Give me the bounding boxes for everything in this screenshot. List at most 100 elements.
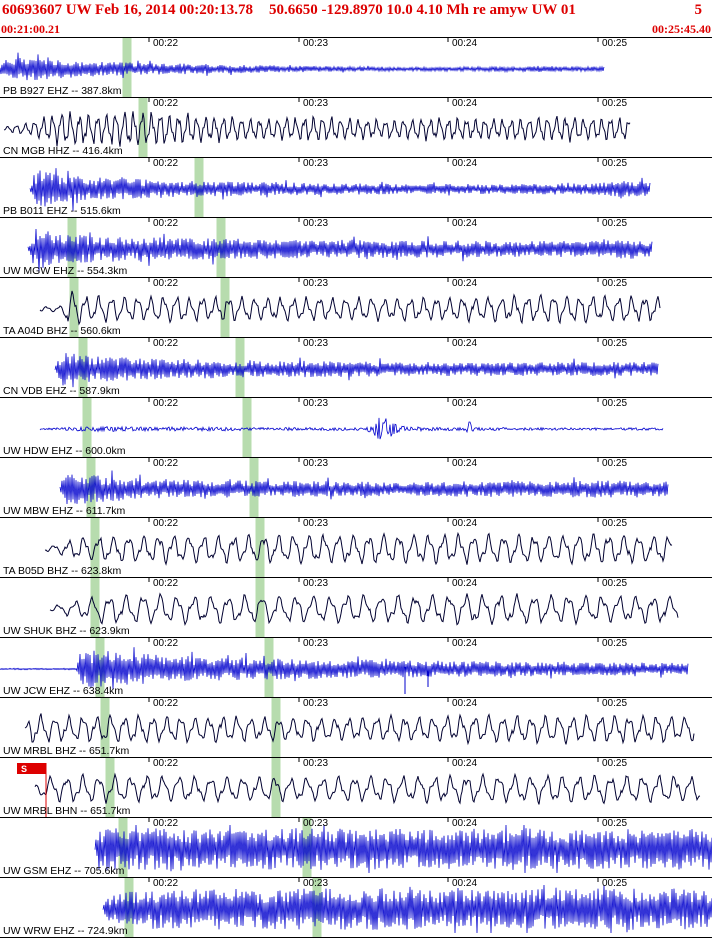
- time-tick-label: 00:22: [153, 38, 179, 49]
- event-summary: 60693607 UW Feb 16, 2014 00:20:13.78: [2, 2, 253, 18]
- time-tick-label: 00:25: [602, 818, 628, 829]
- trace-panel-uw-mgw-ehz[interactable]: 00:22 00:23 00:24 00:25 UW MGW EHZ -- 554.3k…: [0, 218, 712, 278]
- event-location: 50.6650 -129.8970 10.0 4.10 Mh re amyw U…: [268, 2, 576, 18]
- phase-highlight-band: [138, 98, 148, 157]
- time-tick-label: 00:22: [153, 398, 179, 409]
- phase-highlight-band: [264, 638, 274, 697]
- trace-panel-uw-mrbl-bhn[interactable]: S 00:22 00:23 00:24 00:25 UW MRBL BHN -- 651.…: [0, 758, 712, 818]
- phase-pick-flag[interactable]: [17, 763, 46, 774]
- seismogram-trace: [27, 228, 653, 274]
- time-tick-label: 00:23: [303, 878, 329, 889]
- time-tick-label: 00:23: [303, 638, 329, 649]
- time-tick-label: 00:25: [602, 878, 628, 889]
- trace-panel-pb-b011-ehz[interactable]: 00:22 00:23 00:24 00:25 PB B011 EHZ -- 515.6…: [0, 158, 712, 218]
- waveform-plot: S: [17, 758, 701, 817]
- phase-highlight-band: [312, 878, 322, 937]
- time-tick-label: 00:25: [602, 218, 628, 229]
- trace-panel-pb-b927-ehz[interactable]: 00:22 00:23 00:24 00:25 PB B927 EHZ -- 387.8…: [0, 38, 712, 98]
- time-tick-label: 00:22: [153, 878, 179, 889]
- phase-highlight-band: [271, 698, 281, 757]
- time-tick-label: 00:24: [452, 278, 478, 289]
- station-label: UW MRBL BHN -- 651.7km: [3, 805, 131, 817]
- time-tick-label: 00:24: [452, 578, 478, 589]
- time-tick-label: 00:22: [153, 218, 179, 229]
- phase-highlight-band: [124, 878, 134, 937]
- time-tick-label: 00:24: [452, 398, 478, 409]
- station-label: TA A04D BHZ -- 560.6km: [3, 325, 121, 337]
- phase-highlight-band: [122, 38, 132, 97]
- time-tick-label: 00:22: [153, 338, 179, 349]
- time-tick-label: 00:25: [602, 98, 628, 109]
- station-label: UW WRW EHZ -- 724.9km: [3, 925, 128, 937]
- time-tick-label: 00:24: [452, 158, 478, 169]
- time-tick-label: 00:25: [602, 578, 628, 589]
- window-end-time: 00:25:45.40: [652, 22, 711, 36]
- seismogram-trace: [29, 168, 651, 212]
- trace-panel-ta-a04d-bhz[interactable]: 00:22 00:23 00:24 00:25 TA A04D BHZ -- 560.6…: [0, 278, 712, 338]
- time-tick-label: 00:23: [303, 218, 329, 229]
- seismogram-trace: [39, 290, 661, 326]
- trace-panel-cn-mgb-hhz[interactable]: 00:22 00:23 00:24 00:25 CN MGB HHZ -- 416.4k…: [0, 98, 712, 158]
- time-tick-label: 00:22: [153, 638, 179, 649]
- trace-panel-ta-b05d-bhz[interactable]: 00:22 00:23 00:24 00:25 TA B05D BHZ -- 623.8…: [0, 518, 712, 578]
- waveform-plot: [29, 158, 651, 217]
- station-label: TA B05D BHZ -- 623.8km: [3, 565, 122, 577]
- time-tick-label: 00:23: [303, 578, 329, 589]
- time-tick-label: 00:22: [153, 98, 179, 109]
- station-label: CN MGB HHZ -- 416.4km: [3, 145, 123, 157]
- phase-highlight-band: [69, 278, 79, 337]
- trace-panel-uw-jcw-ehz[interactable]: 00:22 00:23 00:24 00:25 UW JCW EHZ -- 638.4k…: [0, 638, 712, 698]
- time-tick-label: 00:25: [602, 158, 628, 169]
- station-label: UW JCW EHZ -- 638.4km: [3, 685, 124, 697]
- seismogram-trace: [24, 713, 695, 746]
- station-label: UW HDW EHZ -- 600.0km: [3, 445, 126, 457]
- time-tick-label: 00:23: [303, 758, 329, 769]
- trace-panel-uw-wrw-ehz[interactable]: 00:22 00:23 00:24 00:25 UW WRW EHZ -- 724.9k…: [0, 878, 712, 938]
- waveform-plot: [59, 458, 669, 517]
- station-label: UW MBW EHZ -- 611.7km: [3, 505, 126, 517]
- station-label: PB B927 EHZ -- 387.8km: [3, 85, 122, 97]
- seismogram-trace: [102, 884, 712, 934]
- time-tick-label: 00:24: [452, 758, 478, 769]
- time-tick-label: 00:22: [153, 758, 179, 769]
- phase-highlight-band: [194, 158, 204, 217]
- time-tick-label: 00:25: [602, 638, 628, 649]
- waveform-plot: [102, 878, 712, 937]
- time-tick-label: 00:24: [452, 38, 478, 49]
- station-label: UW MRBL BHZ -- 651.7km: [3, 745, 130, 757]
- trace-panel-uw-mbw-ehz[interactable]: 00:22 00:23 00:24 00:25 UW MBW EHZ -- 611.7k…: [0, 458, 712, 518]
- phase-highlight-band: [216, 218, 226, 277]
- trace-panel-cn-vdb-ehz[interactable]: 00:22 00:23 00:24 00:25 CN VDB EHZ -- 587.9k…: [0, 338, 712, 398]
- trace-panel-uw-mrbl-bhz[interactable]: 00:22 00:23 00:24 00:25 UW MRBL BHZ -- 651.7…: [0, 698, 712, 758]
- time-tick-label: 00:24: [452, 698, 478, 709]
- trace-panel-uw-shuk-bhz[interactable]: 00:22 00:23 00:24 00:25 UW SHUK BHZ -- 623.9…: [0, 578, 712, 638]
- waveform-plot: [39, 278, 661, 337]
- trace-panel-uw-hdw-ehz[interactable]: 00:22 00:23 00:24 00:25 UW HDW EHZ -- 600.0k…: [0, 398, 712, 458]
- phase-highlight-band: [255, 578, 265, 637]
- event-header: 60693607 UW Feb 16, 2014 00:20:13.78 50.…: [0, 0, 712, 22]
- time-tick-label: 00:23: [303, 518, 329, 529]
- phase-highlight-band: [302, 818, 312, 877]
- time-tick-label: 00:24: [452, 638, 478, 649]
- seismogram-trace: [54, 353, 659, 388]
- seismogram-trace: [44, 531, 673, 566]
- phase-highlight-band: [100, 698, 110, 757]
- time-tick-label: 00:25: [602, 698, 628, 709]
- phase-pick-label: S: [21, 764, 27, 774]
- time-tick-label: 00:22: [153, 818, 179, 829]
- waveform-plot: [39, 398, 664, 457]
- waveform-plot: [27, 218, 653, 277]
- seismogram-trace: [59, 470, 669, 505]
- time-tick-label: 00:22: [153, 458, 179, 469]
- station-label: PB B011 EHZ -- 515.6km: [3, 205, 121, 217]
- time-tick-label: 00:24: [452, 218, 478, 229]
- time-tick-label: 00:22: [153, 578, 179, 589]
- time-tick-label: 00:24: [452, 458, 478, 469]
- time-tick-label: 00:23: [303, 458, 329, 469]
- phase-highlight-band: [105, 758, 115, 817]
- time-tick-label: 00:23: [303, 698, 329, 709]
- trace-panel-uw-gsm-ehz[interactable]: 00:22 00:23 00:24 00:25 UW GSM EHZ -- 705.6k…: [0, 818, 712, 878]
- time-tick-label: 00:23: [303, 398, 329, 409]
- window-start-time: 00:21:00.21: [1, 22, 60, 36]
- time-window-bar: 00:21:00.21 00:25:45.40: [0, 22, 712, 37]
